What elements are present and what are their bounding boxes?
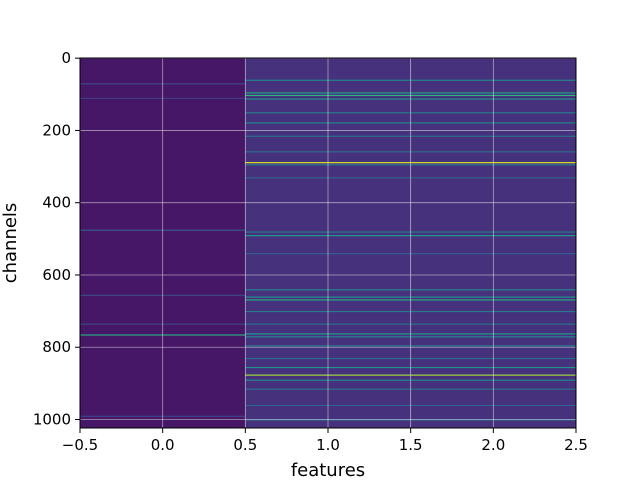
x-tick-label: 1.5 bbox=[399, 436, 423, 454]
y-axis-ticks: 0 200 400 600 800 1000 bbox=[33, 49, 80, 429]
y-axis-label: channels bbox=[0, 203, 21, 284]
x-tick-label: 0.5 bbox=[233, 436, 257, 454]
y-tick-label: 0 bbox=[61, 49, 71, 67]
y-tick-label: 800 bbox=[42, 338, 71, 356]
y-tick-label: 600 bbox=[42, 266, 71, 284]
x-axis-ticks: −0.5 0.0 0.5 1.0 1.5 2.0 2.5 bbox=[62, 428, 588, 454]
y-tick-label: 1000 bbox=[33, 411, 71, 429]
y-tick-label: 200 bbox=[42, 121, 71, 139]
x-tick-label: 2.0 bbox=[481, 436, 505, 454]
x-tick-label: 0.0 bbox=[151, 436, 175, 454]
y-tick-label: 400 bbox=[42, 194, 71, 212]
x-tick-label: 2.5 bbox=[564, 436, 588, 454]
x-axis-label: features bbox=[291, 460, 365, 480]
x-tick-label: 1.0 bbox=[316, 436, 340, 454]
x-tick-label: −0.5 bbox=[62, 436, 98, 454]
